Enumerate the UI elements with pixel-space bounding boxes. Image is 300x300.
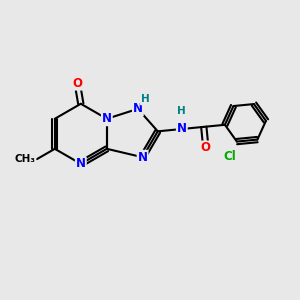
Text: H: H xyxy=(176,106,185,116)
Text: Cl: Cl xyxy=(224,150,237,163)
Text: O: O xyxy=(201,142,211,154)
Text: N: N xyxy=(133,102,143,116)
Text: CH₃: CH₃ xyxy=(14,154,35,164)
Text: N: N xyxy=(76,157,86,170)
Text: N: N xyxy=(138,151,148,164)
Text: O: O xyxy=(72,77,82,90)
Text: N: N xyxy=(177,122,187,136)
Text: N: N xyxy=(102,112,112,125)
Text: H: H xyxy=(141,94,150,104)
